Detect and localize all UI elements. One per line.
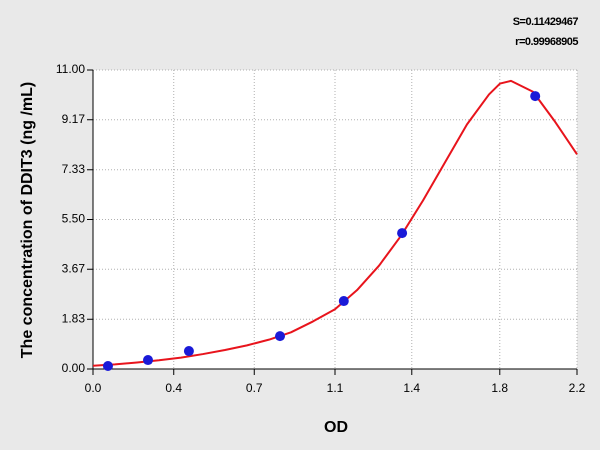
x-tick-label: 0.4 [165, 381, 182, 395]
y-tick-label: 5.50 [62, 212, 86, 226]
x-tick-label: 0.0 [85, 381, 102, 395]
y-tick-label: 1.83 [62, 311, 86, 325]
y-tick-label: 7.33 [62, 162, 86, 176]
data-point [102, 361, 113, 372]
y-tick-label: 0.00 [62, 361, 86, 375]
x-tick-label: 1.8 [491, 381, 508, 395]
x-tick-label: 1.1 [327, 381, 344, 395]
data-point [338, 296, 349, 307]
data-point [530, 91, 541, 102]
x-tick-label: 1.4 [403, 381, 420, 395]
data-point [275, 331, 285, 342]
data-point [397, 228, 408, 239]
data-point [183, 346, 194, 357]
y-axis-label: The concentration of DDIT3 (ng /mL) [19, 82, 36, 358]
data-point [143, 355, 153, 366]
y-tick-label: 3.67 [62, 261, 86, 275]
y-tick-label: 11.00 [56, 62, 85, 76]
x-tick-label: 2.2 [569, 381, 586, 395]
y-tick-label: 9.17 [62, 112, 86, 126]
x-axis-label: OD [324, 419, 348, 436]
annotation: r=0.99968905 [515, 36, 578, 48]
x-tick-label: 0.7 [246, 381, 263, 395]
annotation: S=0.11429467 [513, 16, 579, 28]
